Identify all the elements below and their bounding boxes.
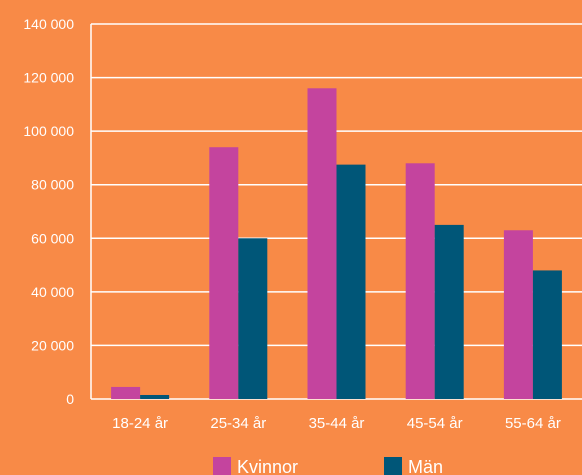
x-tick-label: 18-24 år bbox=[112, 415, 168, 432]
bar-kvinnor bbox=[405, 163, 435, 399]
bar-kvinnor bbox=[111, 386, 141, 399]
x-tick-label: 35-44 år bbox=[309, 415, 365, 432]
y-tick-label: 120 000 bbox=[23, 70, 74, 86]
y-tick-label: 20 000 bbox=[31, 337, 74, 353]
axis-layer: 0 20 000 40 000 60 000 80 000 100 000 120 000 1… bbox=[23, 16, 560, 432]
bar-man bbox=[532, 270, 562, 399]
bar-man bbox=[336, 164, 366, 399]
legend-swatch-kvinnor bbox=[213, 457, 231, 475]
bars-layer bbox=[111, 88, 562, 400]
bar-man bbox=[434, 224, 464, 399]
y-tick-label: 100 000 bbox=[23, 123, 74, 139]
x-tick-label: 55-64 år bbox=[505, 415, 561, 432]
y-tick-label: 40 000 bbox=[31, 284, 74, 300]
x-tick-label: 25-34 år bbox=[210, 415, 266, 432]
legend-label-man: Män bbox=[408, 457, 443, 475]
bar-kvinnor bbox=[307, 88, 337, 400]
legend-swatch-man bbox=[384, 457, 402, 475]
y-tick-label: 60 000 bbox=[31, 230, 74, 246]
y-tick-label: 140 000 bbox=[23, 16, 74, 32]
y-tick-label: 0 bbox=[66, 391, 74, 407]
legend-label-kvinnor: Kvinnor bbox=[237, 457, 298, 475]
bar-man bbox=[238, 238, 268, 399]
bar-kvinnor bbox=[503, 230, 533, 399]
x-tick-label: 45-54 år bbox=[407, 415, 463, 432]
legend: Kvinnor Män bbox=[213, 457, 443, 475]
bar-man bbox=[140, 394, 170, 399]
bar-kvinnor bbox=[209, 147, 239, 399]
y-tick-label: 80 000 bbox=[31, 177, 74, 193]
